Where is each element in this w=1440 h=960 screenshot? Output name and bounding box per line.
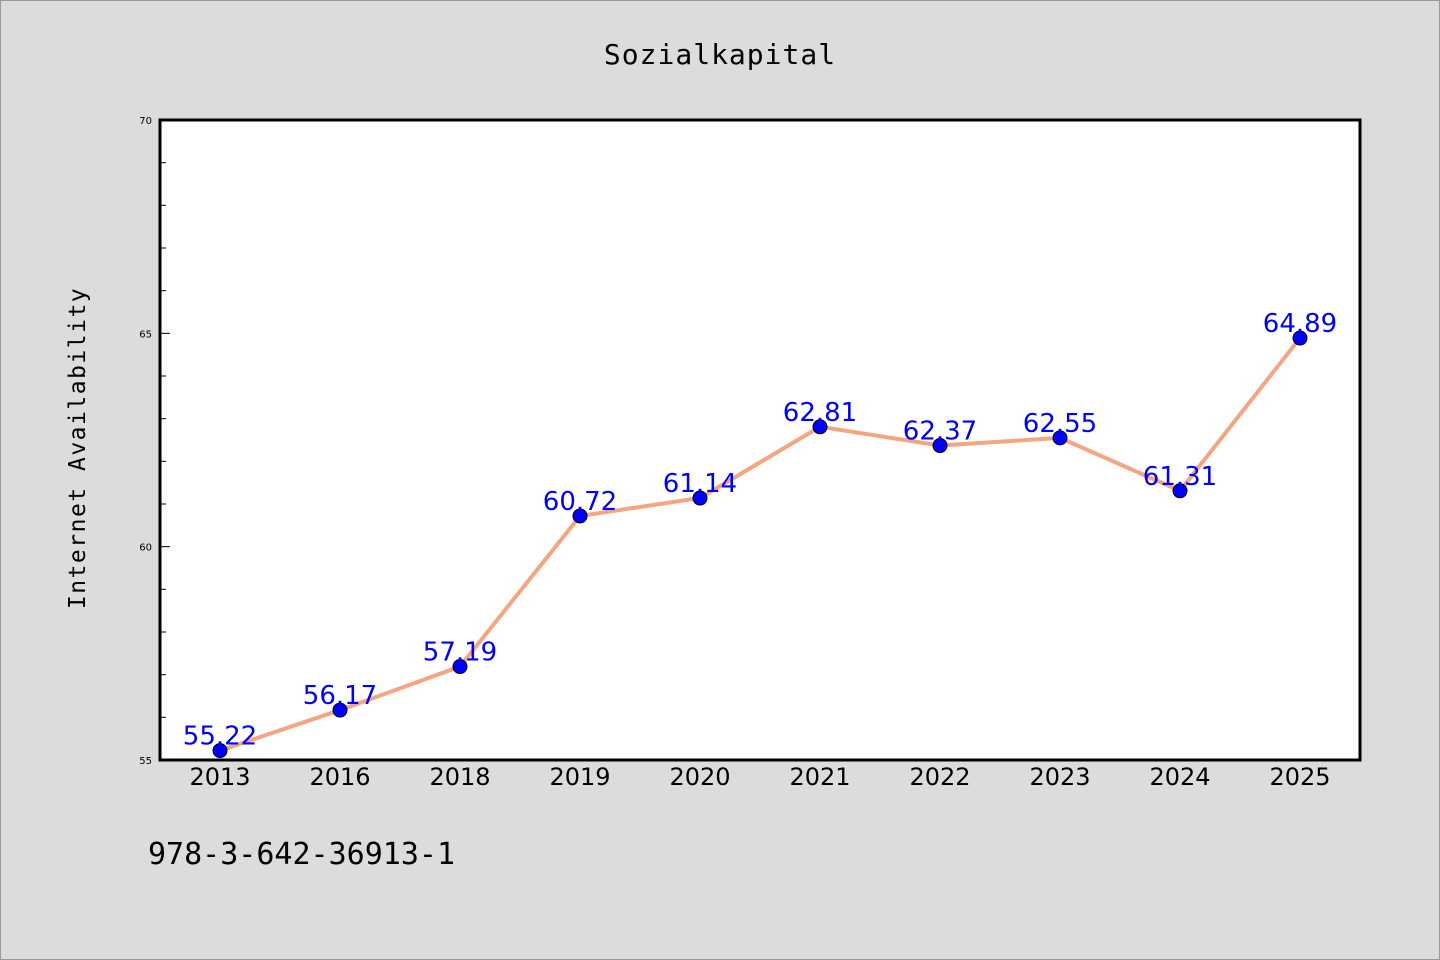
x-tick-label: 2016 — [309, 763, 370, 791]
x-tick-label: 2018 — [429, 763, 490, 791]
y-axis-ticks: 55 60 65 70 — [139, 116, 170, 767]
x-tick-label: 2024 — [1149, 763, 1210, 791]
data-point — [1052, 430, 1068, 446]
data-point — [692, 490, 708, 506]
x-tick-label: 2020 — [669, 763, 730, 791]
data-labels: 55.22 56.17 57.19 60.72 61.14 62.81 62.37 62.55… — [183, 309, 1337, 752]
data-label: 62.81 — [783, 398, 857, 428]
x-tick-label: 2025 — [1269, 763, 1330, 791]
data-point — [1172, 483, 1188, 499]
data-label: 62.55 — [1023, 409, 1097, 439]
data-series — [212, 330, 1308, 759]
data-point — [572, 508, 588, 524]
data-label: 62.37 — [903, 417, 977, 447]
y-tick-label: 70 — [139, 116, 152, 127]
data-point — [932, 438, 948, 454]
data-point — [212, 743, 228, 759]
series-line — [218, 336, 1302, 753]
data-label: 55.22 — [183, 722, 257, 752]
data-label: 64.89 — [1263, 309, 1337, 339]
data-point — [452, 659, 468, 675]
y-tick-label: 55 — [139, 756, 152, 767]
data-label: 57.19 — [423, 638, 497, 668]
x-tick-label: 2013 — [189, 763, 250, 791]
x-tick-label: 2022 — [909, 763, 970, 791]
chart-title: Sozialkapital — [604, 38, 836, 71]
x-tick-label: 2019 — [549, 763, 610, 791]
y-tick-label: 65 — [139, 329, 152, 340]
plot-area — [158, 118, 1362, 762]
data-label: 61.31 — [1143, 462, 1217, 492]
y-axis-label: Internet Availability — [65, 287, 91, 609]
footer-isbn: 978-3-642-36913-1 — [148, 837, 455, 872]
data-point — [332, 702, 348, 718]
x-tick-label: 2023 — [1029, 763, 1090, 791]
x-axis-ticks: 2013 2016 2018 2019 2020 2021 2022 2023 2024 2025 — [189, 763, 1330, 791]
data-point — [812, 419, 828, 435]
data-point — [1292, 330, 1308, 346]
y-tick-label: 60 — [139, 543, 152, 554]
data-label: 60.72 — [543, 487, 617, 517]
data-label: 56.17 — [303, 681, 377, 711]
x-tick-label: 2021 — [789, 763, 850, 791]
data-label: 61.14 — [663, 469, 737, 499]
